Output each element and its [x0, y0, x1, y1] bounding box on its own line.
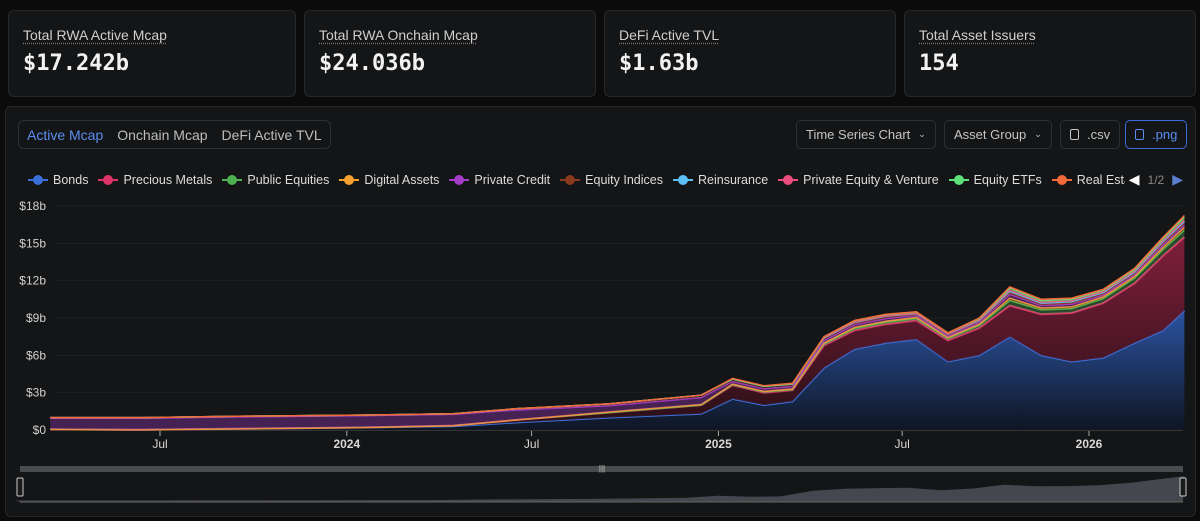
legend-label: Reinsurance — [697, 173, 769, 187]
stat-card-onchain-mcap: Total RWA Onchain Mcap $24.036b — [304, 10, 596, 97]
slider-grip-icon: ||| — [599, 464, 605, 473]
chevron-down-icon: ⌄ — [918, 129, 926, 139]
tab-defi-active-tvl[interactable]: DeFi Active TVL — [221, 126, 322, 143]
csv-download-button[interactable]: .csv — [1060, 120, 1121, 149]
legend-item[interactable]: Digital Assets — [339, 173, 439, 187]
legend-swatch-icon — [222, 175, 243, 185]
series-area — [50, 310, 1185, 430]
stat-value: $24.036b — [319, 51, 425, 76]
legend-prev-icon[interactable]: ◀ — [1128, 171, 1140, 187]
navigator-area — [15, 476, 1185, 502]
chart-type-label: Time Series Chart — [806, 127, 911, 142]
legend-label: Public Equities — [247, 173, 330, 187]
legend-label: Equity Indices — [585, 173, 663, 187]
x-tick-label: 2024 — [333, 437, 360, 451]
stat-card-asset-issuers: Total Asset Issuers 154 — [904, 10, 1196, 97]
legend-pager: ◀ 1/2 ▶ — [1124, 171, 1183, 188]
legend-item[interactable]: Private Equity & Venture — [778, 173, 939, 187]
y-tick-label: $15b — [19, 236, 46, 250]
legend-swatch-icon — [778, 175, 799, 185]
x-tick-label: Jul — [895, 437, 910, 451]
legend-item[interactable]: Equity ETFs — [948, 173, 1042, 187]
y-tick-label: $9b — [26, 311, 46, 325]
png-download-button[interactable]: .png — [1125, 120, 1188, 149]
slider-handle[interactable] — [1179, 477, 1187, 497]
tab-onchain-mcap[interactable]: Onchain Mcap — [117, 126, 208, 143]
series-line — [50, 214, 1185, 419]
legend-label: Private Credit — [474, 173, 551, 187]
csv-label: .csv — [1087, 127, 1111, 142]
legend-item[interactable]: Reinsurance — [672, 173, 769, 187]
legend-swatch-icon — [948, 175, 969, 185]
file-download-icon — [1070, 129, 1079, 140]
group-select[interactable]: Asset Group ⌄ — [944, 120, 1052, 149]
legend-swatch-icon — [560, 175, 581, 185]
zoom-slider-track — [20, 466, 1183, 472]
y-tick-label: $18b — [19, 199, 46, 213]
file-download-icon — [1135, 129, 1144, 140]
group-label: Asset Group — [954, 127, 1027, 142]
metric-tabs: Active Mcap Onchain Mcap DeFi Active TVL — [18, 120, 331, 149]
chevron-down-icon: ⌄ — [1034, 129, 1042, 139]
legend-item[interactable]: Public Equities — [222, 173, 329, 187]
x-tick-label: Jul — [152, 437, 167, 451]
legend-label: Private Equity & Venture — [803, 173, 939, 187]
legend-page: 1/2 — [1147, 172, 1165, 187]
stat-value: $17.242b — [23, 51, 129, 76]
x-tick-label: 2025 — [705, 437, 732, 451]
stat-label: Total RWA Active Mcap — [23, 27, 167, 43]
y-tick-label: $0 — [33, 423, 47, 437]
legend-swatch-icon — [98, 175, 119, 185]
series-line — [50, 226, 1185, 431]
legend-item[interactable]: Real Estate — [1051, 173, 1128, 187]
legend-label: Real Estate — [1076, 173, 1128, 187]
legend-swatch-icon — [449, 175, 470, 185]
legend-swatch-icon — [1051, 175, 1072, 185]
legend-item[interactable]: Equity Indices — [560, 173, 663, 187]
legend-item[interactable]: Precious Metals — [98, 173, 212, 187]
legend-label: Bonds — [53, 173, 89, 187]
chart-legend: Bonds Precious Metals Public Equities Digit… — [28, 173, 1128, 187]
tab-active-mcap[interactable]: Active Mcap — [27, 126, 104, 143]
stat-card-defi-tvl: DeFi Active TVL $1.63b — [604, 10, 896, 97]
x-tick-label: Jul — [524, 437, 539, 451]
legend-swatch-icon — [28, 175, 48, 185]
y-tick-label: $12b — [19, 274, 46, 288]
legend-label: Equity ETFs — [973, 173, 1042, 187]
x-tick-label: 2026 — [1076, 437, 1103, 451]
stat-label: DeFi Active TVL — [619, 27, 720, 43]
stat-label: Total Asset Issuers — [919, 27, 1036, 43]
legend-next-icon[interactable]: ▶ — [1172, 171, 1183, 187]
slider-handle[interactable] — [16, 477, 24, 497]
legend-swatch-icon — [339, 175, 360, 185]
legend-label: Digital Assets — [364, 173, 440, 187]
legend-item[interactable]: Bonds — [28, 173, 88, 187]
chart-type-select[interactable]: Time Series Chart ⌄ — [796, 120, 936, 149]
y-tick-label: $3b — [26, 386, 46, 400]
y-tick-label: $6b — [26, 348, 46, 362]
png-label: .png — [1152, 127, 1178, 142]
legend-swatch-icon — [672, 175, 693, 185]
legend-item[interactable]: Private Credit — [449, 173, 550, 187]
stat-value: $1.63b — [619, 51, 699, 76]
legend-label: Precious Metals — [123, 173, 213, 187]
stat-value: 154 — [919, 51, 959, 76]
stat-label: Total RWA Onchain Mcap — [319, 27, 478, 43]
stat-card-active-mcap: Total RWA Active Mcap $17.242b — [8, 10, 296, 97]
